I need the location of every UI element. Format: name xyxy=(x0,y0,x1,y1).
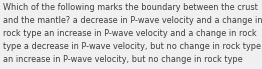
Text: rock type an increase in P-wave velocity and a change in rock: rock type an increase in P-wave velocity… xyxy=(3,29,257,38)
Text: type a decrease in P-wave velocity, but no change in rock type: type a decrease in P-wave velocity, but … xyxy=(3,42,261,51)
Text: and the mantle? a decrease in P-wave velocity and a change in: and the mantle? a decrease in P-wave vel… xyxy=(3,16,262,25)
Text: Which of the following marks the boundary between the crust: Which of the following marks the boundar… xyxy=(3,3,258,12)
Text: an increase in P-wave velocity, but no change in rock type: an increase in P-wave velocity, but no c… xyxy=(3,55,243,63)
